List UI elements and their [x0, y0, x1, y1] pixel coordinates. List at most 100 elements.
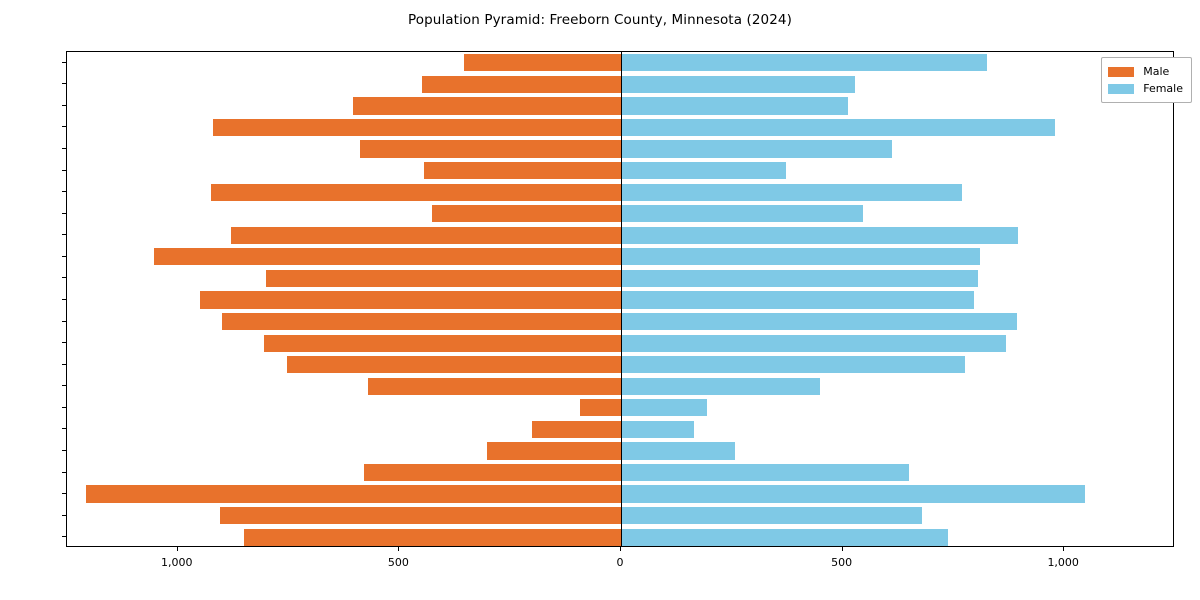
- plot-area: [66, 51, 1174, 547]
- y-axis-tick-mark: [62, 191, 66, 193]
- legend-swatch-female-icon: [1108, 83, 1135, 94]
- bar-male: [423, 161, 621, 180]
- bar-female: [621, 140, 893, 158]
- bar-male: [222, 312, 621, 331]
- bar-female: [621, 377, 821, 395]
- bar-group: [67, 183, 1173, 201]
- bar-male: [266, 269, 621, 288]
- x-axis-tick-mark: [398, 547, 400, 551]
- bar-female: [621, 507, 923, 525]
- x-axis-tick-label: 500: [387, 556, 409, 569]
- bar-male: [421, 75, 621, 93]
- bar-group: [67, 507, 1173, 525]
- y-axis-tick-mark: [62, 148, 66, 150]
- bar-group: [67, 485, 1173, 503]
- bar-group: [67, 399, 1173, 417]
- x-axis-tick-mark: [841, 547, 843, 551]
- bar-group: [67, 291, 1173, 309]
- bar-group: [67, 356, 1173, 374]
- x-axis-tick-mark: [176, 547, 178, 551]
- chart-title: Population Pyramid: Freeborn County, Min…: [408, 12, 792, 28]
- bar-male: [368, 377, 621, 395]
- bar-male: [264, 334, 621, 352]
- bar-group: [67, 226, 1173, 244]
- bar-group: [67, 528, 1173, 546]
- bar-group: [67, 54, 1173, 72]
- x-axis-tick-label: 500: [831, 556, 853, 569]
- y-axis-tick-mark: [62, 471, 66, 473]
- y-axis-tick-mark: [62, 212, 66, 214]
- bar-male: [431, 205, 621, 223]
- bar-group: [67, 312, 1173, 331]
- bar-female: [621, 420, 695, 438]
- y-axis-tick-mark: [62, 104, 66, 106]
- bar-female: [621, 75, 855, 93]
- bar-group: [67, 140, 1173, 158]
- bar-female: [621, 356, 965, 374]
- bar-female: [621, 463, 910, 482]
- bar-male: [219, 507, 621, 525]
- y-axis-tick-mark: [62, 406, 66, 408]
- bar-group: [67, 269, 1173, 288]
- bar-male: [359, 140, 621, 158]
- bar-female: [621, 97, 849, 115]
- bar-male: [363, 463, 621, 482]
- bar-male: [244, 528, 621, 546]
- y-axis-tick-mark: [62, 299, 66, 300]
- y-axis-tick-mark: [62, 363, 66, 365]
- bar-male: [85, 485, 621, 503]
- bar-male: [230, 226, 621, 244]
- y-axis-tick-mark: [62, 169, 66, 171]
- bar-group: [67, 161, 1173, 180]
- bar-female: [621, 442, 736, 460]
- bar-male: [154, 248, 621, 266]
- bar-male: [463, 54, 621, 72]
- bar-female: [621, 269, 979, 288]
- bar-group: [67, 248, 1173, 266]
- y-axis-tick-mark: [62, 61, 66, 63]
- bar-group: [67, 75, 1173, 93]
- bar-female: [621, 226, 1018, 244]
- bar-group: [67, 118, 1173, 137]
- bar-female: [621, 183, 962, 201]
- legend-label-male: Male: [1143, 65, 1170, 78]
- y-axis-tick-mark: [62, 385, 66, 387]
- legend-label-female: Female: [1143, 82, 1183, 95]
- y-axis-tick-mark: [62, 255, 66, 257]
- y-axis-tick-mark: [62, 277, 66, 279]
- bar-male: [211, 183, 621, 201]
- bar-female: [621, 248, 980, 266]
- y-axis-tick-mark: [62, 428, 66, 430]
- bar-female: [621, 161, 787, 180]
- bar-male: [486, 442, 621, 460]
- y-axis-tick-mark: [62, 234, 66, 236]
- y-axis-tick-mark: [62, 342, 66, 344]
- y-axis-tick-mark: [62, 83, 66, 85]
- zero-axis-line: [621, 52, 622, 546]
- bar-female: [621, 399, 707, 417]
- bar-male: [352, 97, 621, 115]
- bar-group: [67, 463, 1173, 482]
- bar-female: [621, 312, 1017, 331]
- bar-female: [621, 205, 863, 223]
- x-axis-tick-label: 1,000: [1047, 556, 1079, 569]
- bar-group: [67, 97, 1173, 115]
- y-axis-tick-mark: [62, 126, 66, 128]
- y-axis-tick-mark: [62, 320, 66, 322]
- x-axis-tick-label: 1,000: [161, 556, 193, 569]
- y-axis-tick-mark: [62, 493, 66, 495]
- bar-group: [67, 420, 1173, 438]
- bar-male: [532, 420, 621, 438]
- bar-group: [67, 334, 1173, 352]
- x-axis-tick-mark: [1063, 547, 1065, 551]
- bar-group: [67, 442, 1173, 460]
- bar-male: [287, 356, 621, 374]
- bar-male: [580, 399, 621, 417]
- y-axis-tick-mark: [62, 449, 66, 451]
- x-axis-tick-label: 0: [616, 556, 624, 569]
- legend-item-female[interactable]: Female: [1108, 80, 1183, 97]
- legend-item-male[interactable]: Male: [1108, 63, 1183, 80]
- bar-female: [621, 118, 1055, 137]
- chart-legend: Male Female: [1101, 57, 1192, 103]
